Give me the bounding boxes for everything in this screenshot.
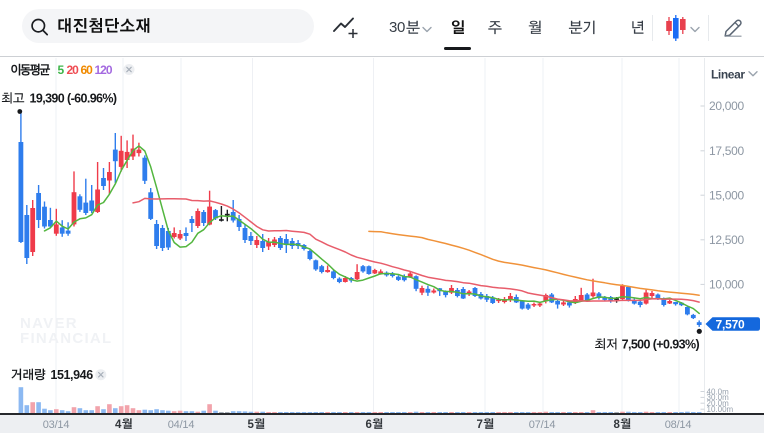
svg-text:4: 4 [115, 419, 122, 431]
svg-text:120: 120 [95, 63, 113, 77]
svg-text:이동평균: 이동평균 [11, 62, 51, 77]
svg-text:07/14: 07/14 [529, 419, 556, 431]
svg-text:5: 5 [248, 419, 255, 431]
svg-text:19,390 (-60.96%): 19,390 (-60.96%) [30, 92, 117, 106]
svg-text:6: 6 [366, 419, 372, 431]
svg-text:30.0m: 30.0m [707, 393, 730, 402]
svg-text:8: 8 [614, 419, 621, 431]
svg-text:20.0m: 20.0m [707, 399, 730, 408]
svg-text:NAVER: NAVER [20, 315, 78, 332]
svg-text:5: 5 [58, 63, 65, 77]
svg-text:7: 7 [477, 419, 483, 431]
svg-text:60: 60 [81, 63, 94, 77]
svg-text:10,000: 10,000 [709, 278, 745, 292]
svg-text:Linear: Linear [711, 68, 745, 82]
svg-text:40.0m: 40.0m [707, 387, 730, 396]
svg-text:20: 20 [67, 63, 80, 77]
svg-text:12,500: 12,500 [709, 233, 745, 247]
svg-text:08/14: 08/14 [665, 419, 692, 431]
svg-text:15,000: 15,000 [709, 188, 745, 202]
svg-text:FINANCIAL: FINANCIAL [20, 330, 113, 347]
svg-text:20,000: 20,000 [709, 99, 745, 113]
svg-text:151,946: 151,946 [50, 368, 93, 382]
svg-text:17,500: 17,500 [709, 144, 745, 158]
svg-text:10.00m: 10.00m [707, 405, 734, 414]
svg-text:03/14: 03/14 [43, 419, 70, 431]
svg-text:04/14: 04/14 [168, 419, 195, 431]
svg-text:7,570: 7,570 [716, 317, 746, 331]
svg-text:7,500 (+0.93%): 7,500 (+0.93%) [622, 338, 700, 352]
